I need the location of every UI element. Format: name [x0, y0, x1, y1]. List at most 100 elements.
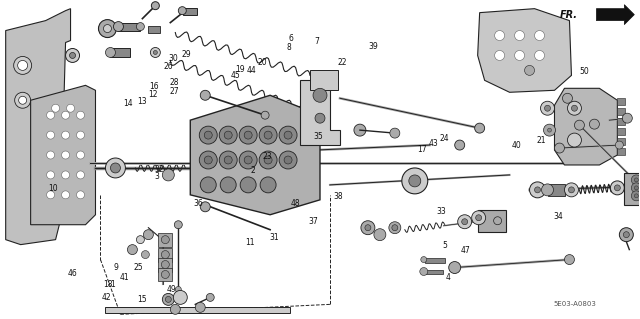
Circle shape: [361, 221, 375, 235]
Text: 28: 28: [170, 78, 179, 87]
Text: 45: 45: [230, 71, 240, 80]
Circle shape: [143, 230, 154, 240]
Circle shape: [15, 92, 31, 108]
Bar: [425, 270, 443, 274]
Circle shape: [284, 156, 292, 164]
Circle shape: [515, 31, 525, 41]
Circle shape: [495, 50, 504, 60]
Text: 30: 30: [168, 54, 178, 63]
Circle shape: [224, 131, 232, 139]
Text: 42: 42: [101, 293, 111, 302]
Circle shape: [315, 113, 325, 123]
Circle shape: [61, 151, 70, 159]
Bar: [618, 98, 625, 105]
Circle shape: [631, 175, 640, 185]
Circle shape: [195, 302, 205, 312]
Text: 23: 23: [263, 152, 273, 161]
Circle shape: [354, 124, 366, 136]
Text: 10: 10: [48, 184, 58, 193]
Circle shape: [19, 96, 27, 104]
Circle shape: [620, 228, 634, 241]
Circle shape: [476, 215, 482, 221]
Text: 11: 11: [245, 238, 255, 247]
Circle shape: [534, 50, 545, 60]
Circle shape: [420, 268, 428, 276]
Circle shape: [244, 131, 252, 139]
Circle shape: [461, 219, 468, 225]
Bar: [477, 210, 506, 232]
Text: 46: 46: [67, 269, 77, 278]
Text: 34: 34: [554, 212, 563, 221]
Circle shape: [199, 151, 217, 169]
Text: 7: 7: [314, 38, 319, 47]
Circle shape: [634, 194, 638, 198]
Circle shape: [165, 296, 172, 302]
Circle shape: [390, 128, 400, 138]
Circle shape: [402, 168, 428, 194]
Text: 5: 5: [442, 241, 447, 250]
Circle shape: [545, 105, 550, 111]
Circle shape: [174, 221, 182, 229]
Circle shape: [136, 23, 145, 31]
Text: 5E03-A0803: 5E03-A0803: [553, 301, 596, 308]
Text: 24: 24: [440, 134, 449, 143]
Circle shape: [106, 158, 125, 178]
Circle shape: [111, 163, 120, 173]
Circle shape: [152, 2, 159, 10]
Text: 14: 14: [124, 100, 133, 108]
Circle shape: [161, 270, 170, 279]
Circle shape: [77, 131, 84, 139]
Circle shape: [13, 56, 31, 74]
Circle shape: [365, 225, 371, 231]
Circle shape: [47, 171, 54, 179]
Circle shape: [568, 187, 575, 193]
Text: 1: 1: [110, 280, 115, 289]
Circle shape: [313, 88, 327, 102]
Circle shape: [161, 271, 170, 278]
Circle shape: [564, 255, 575, 264]
Circle shape: [220, 151, 237, 169]
Bar: [106, 307, 290, 313]
Circle shape: [77, 191, 84, 199]
Circle shape: [141, 251, 149, 259]
Circle shape: [199, 126, 217, 144]
Circle shape: [568, 133, 581, 147]
Polygon shape: [596, 5, 634, 25]
Text: 17: 17: [417, 145, 427, 154]
Circle shape: [200, 90, 210, 100]
Circle shape: [534, 31, 545, 41]
Bar: [618, 128, 625, 135]
Text: FR.: FR.: [559, 10, 577, 20]
Text: 48: 48: [291, 199, 301, 208]
Circle shape: [104, 25, 111, 33]
Circle shape: [161, 249, 170, 260]
Circle shape: [61, 111, 70, 119]
Circle shape: [47, 151, 54, 159]
Circle shape: [150, 48, 161, 57]
Text: 12: 12: [148, 90, 157, 99]
Text: 39: 39: [368, 42, 378, 51]
Circle shape: [173, 290, 188, 304]
Text: 32: 32: [154, 165, 164, 174]
Circle shape: [106, 48, 115, 57]
Circle shape: [259, 126, 277, 144]
Circle shape: [493, 217, 502, 225]
Text: 37: 37: [308, 217, 319, 226]
Circle shape: [389, 222, 401, 234]
Circle shape: [77, 171, 84, 179]
Circle shape: [458, 215, 472, 229]
Circle shape: [154, 50, 157, 55]
Circle shape: [374, 229, 386, 241]
Polygon shape: [554, 88, 618, 165]
Text: 18: 18: [103, 280, 113, 289]
Circle shape: [204, 131, 212, 139]
Text: 26: 26: [163, 62, 173, 71]
Circle shape: [634, 178, 638, 182]
Circle shape: [264, 131, 272, 139]
Circle shape: [260, 177, 276, 193]
Circle shape: [244, 156, 252, 164]
Circle shape: [163, 169, 174, 181]
Circle shape: [611, 181, 625, 195]
Circle shape: [113, 22, 124, 32]
Polygon shape: [300, 80, 340, 145]
